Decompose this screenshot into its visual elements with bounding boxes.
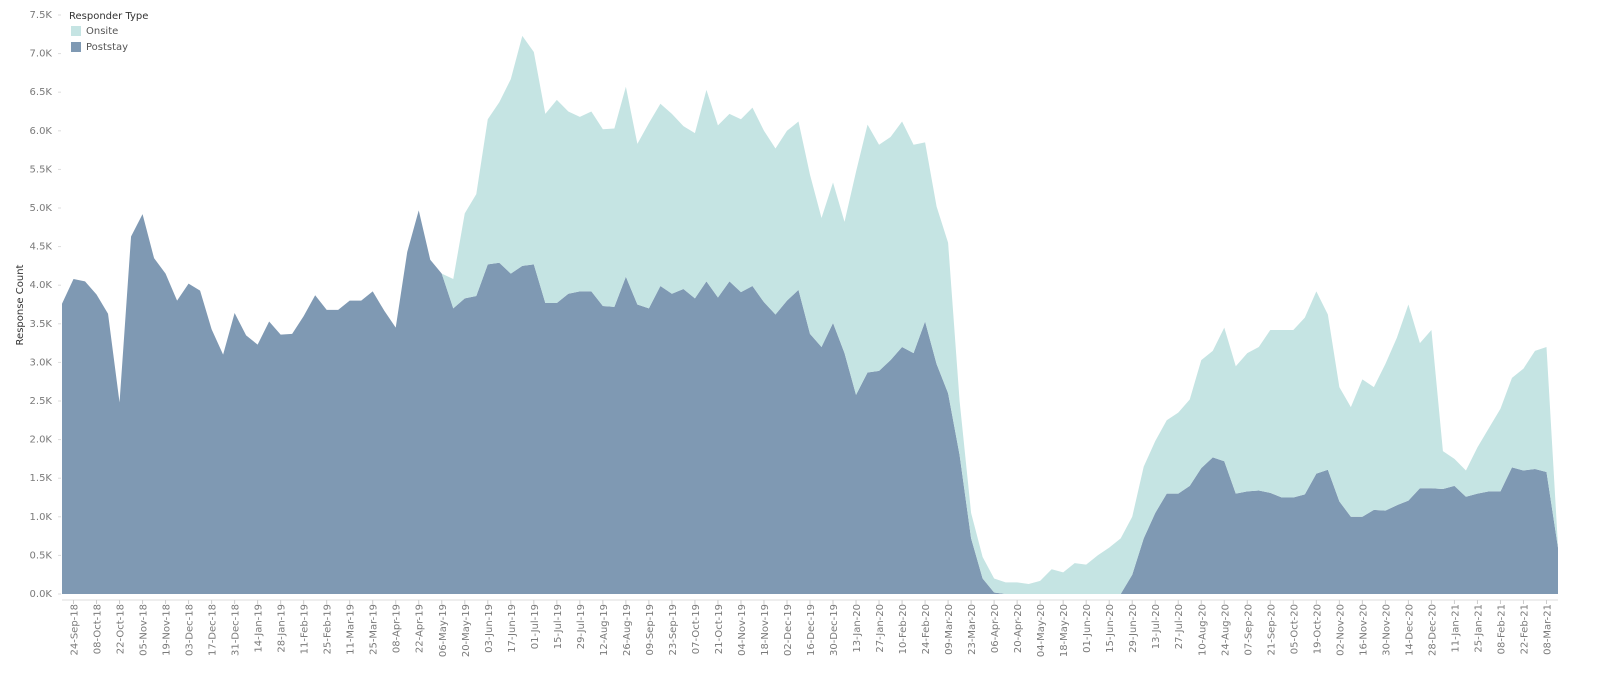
x-tick-label: 22-Apr-19 <box>415 604 426 653</box>
x-tick-label: 28-Dec-20 <box>1427 604 1438 656</box>
legend-swatch <box>71 42 81 52</box>
x-tick-label: 16-Dec-19 <box>806 604 817 656</box>
x-tick-label: 02-Nov-20 <box>1335 604 1346 656</box>
y-tick-label: 1.5K <box>30 473 53 484</box>
x-tick-label: 27-Jul-20 <box>1174 604 1185 649</box>
x-tick-label: 30-Nov-20 <box>1381 604 1392 656</box>
x-tick-label: 20-Apr-20 <box>1013 604 1024 653</box>
x-tick-label: 04-Nov-19 <box>737 604 748 656</box>
x-tick-label: 29-Jun-20 <box>1128 604 1139 653</box>
x-tick-label: 09-Sep-19 <box>645 604 656 656</box>
x-tick-label: 19-Oct-20 <box>1312 604 1323 654</box>
y-tick-label: 2.0K <box>30 435 53 446</box>
x-tick-label: 25-Mar-19 <box>369 604 380 655</box>
x-tick-label: 15-Jun-20 <box>1105 604 1116 653</box>
x-tick-label: 16-Nov-20 <box>1358 604 1369 656</box>
x-tick-label: 07-Oct-19 <box>691 604 702 654</box>
legend-label: Poststay <box>86 42 128 53</box>
x-tick-label: 27-Jan-20 <box>875 604 886 653</box>
y-tick-label: 1.0K <box>30 512 53 523</box>
x-tick-label: 24-Aug-20 <box>1220 604 1231 656</box>
y-tick-label: 6.0K <box>30 126 53 137</box>
legend-title: Responder Type <box>69 11 148 22</box>
y-tick-label: 3.5K <box>30 319 53 330</box>
x-tick-label: 22-Feb-21 <box>1519 604 1530 654</box>
legend-label: Onsite <box>86 26 118 37</box>
x-tick-label: 06-May-19 <box>438 604 449 657</box>
x-tick-label: 17-Jun-19 <box>507 604 518 653</box>
area <box>62 210 1558 594</box>
y-tick-label: 0.0K <box>30 589 53 600</box>
x-tick-label: 03-Jun-19 <box>484 604 495 653</box>
x-tick-label: 11-Mar-19 <box>346 604 357 655</box>
y-tick-label: 0.5K <box>30 550 53 561</box>
x-tick-label: 25-Jan-21 <box>1473 604 1484 653</box>
x-tick-label: 11-Jan-21 <box>1450 604 1461 653</box>
x-tick-label: 19-Nov-18 <box>162 604 173 656</box>
x-tick-label: 02-Dec-19 <box>783 604 794 656</box>
plot-area <box>62 35 1558 594</box>
x-tick-label: 15-Jul-19 <box>553 604 564 649</box>
x-tick-label: 06-Apr-20 <box>990 604 1001 653</box>
x-tick-label: 03-Dec-18 <box>185 604 196 656</box>
x-tick-label: 24-Feb-20 <box>921 604 932 654</box>
x-tick-label: 31-Dec-18 <box>231 604 242 656</box>
x-tick-label: 13-Jul-20 <box>1151 604 1162 649</box>
y-tick-label: 6.5K <box>30 87 53 98</box>
x-tick-label: 04-May-20 <box>1036 604 1047 657</box>
x-tick-label: 05-Nov-18 <box>139 604 150 656</box>
x-tick-label: 14-Dec-20 <box>1404 604 1415 656</box>
x-tick-label: 14-Jan-19 <box>254 604 265 653</box>
x-tick-label: 28-Jan-19 <box>277 604 288 653</box>
x-tick-label: 17-Dec-18 <box>208 604 219 656</box>
x-tick-label: 21-Sep-20 <box>1266 604 1277 656</box>
legend: Responder Type Onsite Poststay <box>69 11 148 53</box>
x-tick-label: 26-Aug-19 <box>622 604 633 656</box>
x-tick-label: 01-Jun-20 <box>1082 604 1093 653</box>
y-tick-label: 7.0K <box>30 49 53 60</box>
x-tick-label: 13-Jan-20 <box>852 604 863 653</box>
x-tick-label: 22-Oct-18 <box>116 604 127 654</box>
x-tick-label: 01-Jul-19 <box>530 604 541 649</box>
x-tick-label: 30-Dec-19 <box>829 604 840 656</box>
y-tick-label: 4.5K <box>30 242 53 253</box>
x-tick-label: 25-Feb-19 <box>323 604 334 654</box>
legend-swatch <box>71 26 81 36</box>
x-tick-label: 10-Aug-20 <box>1197 604 1208 656</box>
x-tick-label: 23-Mar-20 <box>967 604 978 655</box>
area <box>62 35 1558 594</box>
x-tick-label: 12-Aug-19 <box>599 604 610 656</box>
y-tick-label: 5.5K <box>30 164 53 175</box>
x-tick-label: 20-May-19 <box>461 604 472 657</box>
x-tick-label: 24-Sep-18 <box>70 604 81 656</box>
x-tick-label: 08-Mar-21 <box>1542 604 1553 655</box>
x-tick-label: 08-Feb-21 <box>1496 604 1507 654</box>
y-tick-label: 5.0K <box>30 203 53 214</box>
x-tick-label: 09-Mar-20 <box>944 604 955 655</box>
x-tick-label: 11-Feb-19 <box>300 604 311 654</box>
x-tick-label: 21-Oct-19 <box>714 604 725 654</box>
x-tick-label: 08-Apr-19 <box>392 604 403 653</box>
x-tick-label: 10-Feb-20 <box>898 604 909 654</box>
y-tick-label: 2.5K <box>30 396 53 407</box>
x-tick-label: 08-Oct-18 <box>93 604 104 654</box>
x-tick-label: 07-Sep-20 <box>1243 604 1254 656</box>
x-tick-label: 18-May-20 <box>1059 604 1070 657</box>
y-tick-label: 4.0K <box>30 280 53 291</box>
x-tick-label: 29-Jul-19 <box>576 604 587 649</box>
y-tick-label: 7.5K <box>30 10 53 21</box>
y-tick-label: 3.0K <box>30 357 53 368</box>
x-tick-label: 05-Oct-20 <box>1289 604 1300 654</box>
x-tick-label: 23-Sep-19 <box>668 604 679 656</box>
y-axis-label: Response Count <box>15 264 26 345</box>
x-tick-label: 18-Nov-19 <box>760 604 771 656</box>
